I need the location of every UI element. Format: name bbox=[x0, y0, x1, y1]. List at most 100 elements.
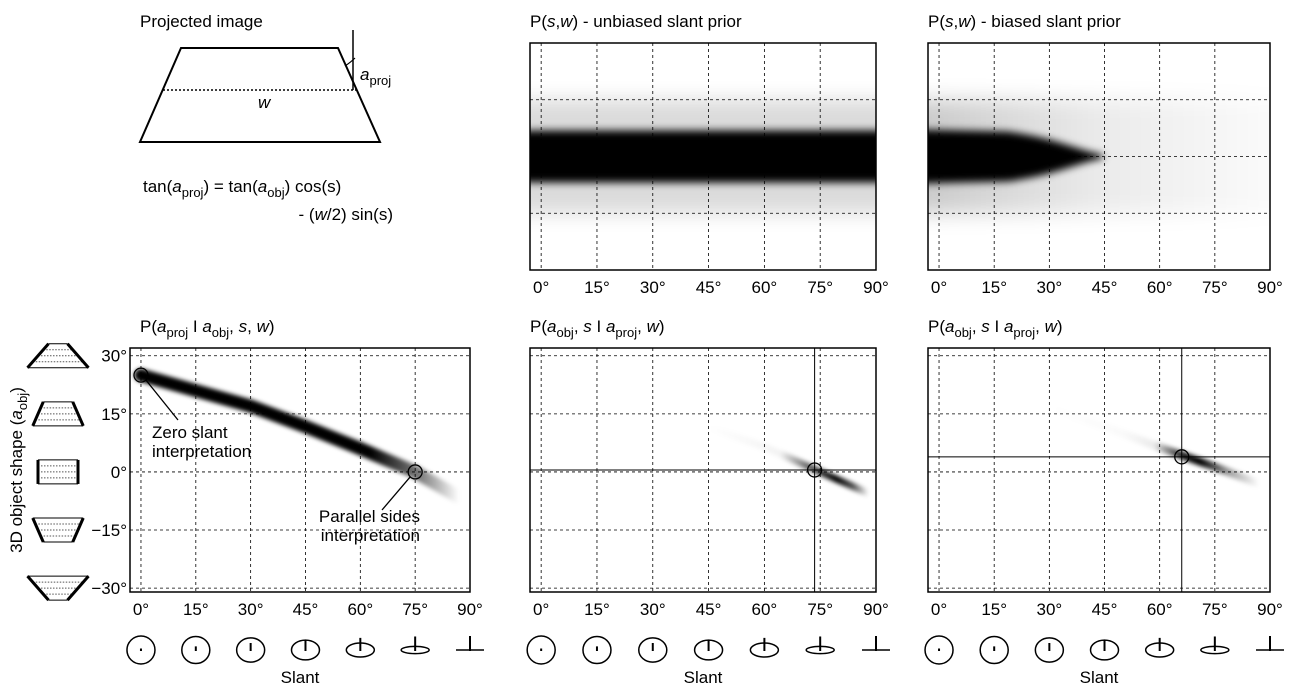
x-tick-label: 30° bbox=[238, 600, 264, 619]
text-part: a bbox=[157, 317, 166, 336]
x-tick-label: 45° bbox=[696, 600, 722, 619]
annotation: Parallel sides bbox=[319, 507, 420, 526]
y-axis-label: 3D object shape (aobj) bbox=[7, 387, 30, 553]
y-tick-label: 30° bbox=[101, 347, 127, 366]
text-part: P( bbox=[530, 12, 547, 31]
text-part: ) bbox=[1057, 317, 1063, 336]
text-part: I bbox=[990, 317, 1004, 336]
x-tick-label: 0° bbox=[533, 278, 549, 297]
x-tick-label: 75° bbox=[807, 600, 833, 619]
x-tick-label: 45° bbox=[1092, 600, 1118, 619]
text-part: a bbox=[606, 317, 615, 336]
text-part: ) bbox=[659, 317, 665, 336]
text-part: w bbox=[647, 317, 661, 336]
shape-icon bbox=[31, 517, 85, 543]
slant-disc bbox=[126, 635, 156, 665]
shape-side bbox=[71, 517, 85, 543]
text-part: a bbox=[1004, 317, 1013, 336]
x-axis-label: Slant bbox=[281, 668, 320, 687]
slant-disc bbox=[638, 637, 668, 663]
text-part: ) - biased slant prior bbox=[971, 12, 1122, 31]
text-part: tan( bbox=[143, 177, 173, 196]
y-tick-label: 0° bbox=[111, 463, 127, 482]
slant-icon bbox=[1144, 637, 1175, 658]
slant-disc bbox=[582, 635, 612, 665]
text-part: obj bbox=[267, 185, 284, 200]
x-tick-label: 75° bbox=[402, 600, 428, 619]
slant-disc bbox=[235, 637, 266, 663]
text-part: w bbox=[560, 12, 574, 31]
x-tick-label: 45° bbox=[293, 600, 319, 619]
x-tick-label: 90° bbox=[1257, 600, 1283, 619]
x-tick-label: 0° bbox=[931, 600, 947, 619]
x-tick-label: 45° bbox=[1092, 278, 1118, 297]
x-tick-label: 60° bbox=[347, 600, 373, 619]
x-tick-label: 15° bbox=[981, 600, 1007, 619]
slant-icon bbox=[1200, 636, 1230, 655]
angle-arc bbox=[344, 57, 356, 67]
heatmap bbox=[1045, 404, 1263, 488]
text-part: a bbox=[7, 410, 26, 419]
text-part: , bbox=[556, 12, 561, 31]
x-tick-label: 15° bbox=[183, 600, 209, 619]
x-axis-label: Slant bbox=[684, 668, 723, 687]
text-part: s bbox=[547, 12, 556, 31]
shape-side bbox=[71, 401, 85, 427]
slant-icon bbox=[345, 637, 376, 658]
slant-icon bbox=[126, 635, 156, 665]
x-tick-label: 30° bbox=[1036, 278, 1062, 297]
x-tick-label: 45° bbox=[696, 278, 722, 297]
text-part: a bbox=[172, 177, 181, 196]
x-axis-label: Slant bbox=[1080, 668, 1119, 687]
slant-icon bbox=[1256, 636, 1284, 651]
chart-title: P(aproj I aobj, s, w) bbox=[140, 317, 275, 340]
slant-icon bbox=[1089, 639, 1120, 661]
chart-panel: 0° 15° 30° 45° 60° 75° 90°P(aobj, s I aproj, w… bbox=[924, 317, 1284, 687]
text-part: , bbox=[574, 317, 583, 336]
text-part: ) = tan( bbox=[203, 177, 258, 196]
text-part: P( bbox=[140, 317, 157, 336]
y-tick-label: −15° bbox=[91, 521, 127, 540]
chart-panel: 0° 15° 30° 45° 60° 75° 90°P(aobj, s I aproj, w… bbox=[526, 317, 890, 687]
x-tick-label: 30° bbox=[1036, 600, 1062, 619]
text-part: s bbox=[583, 317, 592, 336]
annotation: interpretation bbox=[152, 442, 251, 461]
slant-disc bbox=[979, 635, 1009, 665]
annotation-leader bbox=[145, 379, 179, 421]
marker bbox=[806, 462, 823, 478]
slant-disc bbox=[1034, 637, 1065, 663]
text-part: P( bbox=[928, 317, 945, 336]
x-tick-label: 90° bbox=[863, 600, 889, 619]
x-tick-label: 90° bbox=[457, 600, 483, 619]
slant-icon bbox=[400, 636, 430, 655]
text-part: P( bbox=[928, 12, 945, 31]
text-part: w bbox=[1045, 317, 1059, 336]
text-part: a bbox=[360, 65, 369, 84]
slant-icon bbox=[235, 637, 266, 663]
x-tick-label: 30° bbox=[640, 600, 666, 619]
x-tick-label: 60° bbox=[1147, 278, 1173, 297]
text-part: obj bbox=[212, 325, 229, 340]
slant-icon bbox=[749, 637, 780, 658]
shape-icon bbox=[26, 342, 90, 369]
text-part: , bbox=[1035, 317, 1044, 336]
text-part: , bbox=[229, 317, 238, 336]
text-part: ) bbox=[7, 387, 26, 393]
angle-label: aproj bbox=[360, 65, 391, 88]
w-label: w bbox=[258, 93, 272, 112]
text-part: a bbox=[202, 317, 211, 336]
text-part: ) - unbiased slant prior bbox=[573, 12, 742, 31]
slant-icon bbox=[290, 639, 321, 661]
trapezoid bbox=[138, 47, 382, 143]
x-tick-label: 15° bbox=[981, 278, 1007, 297]
plot-frame bbox=[129, 347, 471, 593]
slant-icon bbox=[979, 635, 1009, 665]
equation-line: tan(aproj) = tan(aobj) cos(s) bbox=[143, 177, 341, 200]
x-tick-label: 30° bbox=[640, 278, 666, 297]
slant-disc bbox=[181, 635, 211, 665]
slant-icon bbox=[526, 635, 556, 665]
text-part: /2) sin(s) bbox=[327, 205, 393, 224]
diagram-title: Projected image bbox=[140, 12, 263, 31]
heatmap bbox=[705, 423, 873, 497]
